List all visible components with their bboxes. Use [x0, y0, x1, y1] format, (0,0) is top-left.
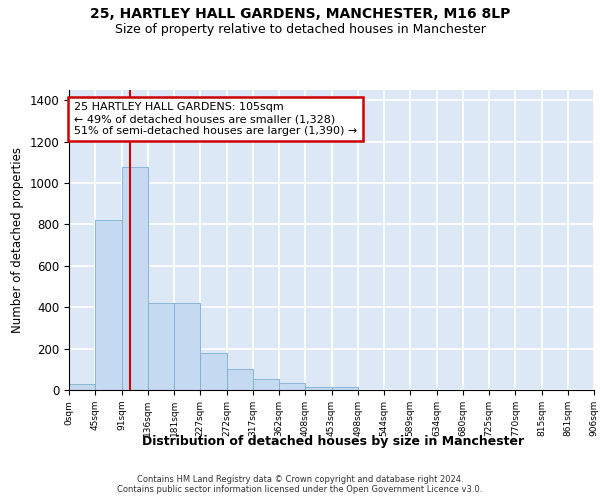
Text: Contains HM Land Registry data © Crown copyright and database right 2024.
Contai: Contains HM Land Registry data © Crown c… [118, 474, 482, 494]
Text: Distribution of detached houses by size in Manchester: Distribution of detached houses by size … [142, 435, 524, 448]
Bar [69, 384, 95, 390]
Bar [174, 303, 200, 390]
Text: 25, HARTLEY HALL GARDENS, MANCHESTER, M16 8LP: 25, HARTLEY HALL GARDENS, MANCHESTER, M1… [90, 8, 510, 22]
Bar [305, 387, 331, 390]
Text: Size of property relative to detached houses in Manchester: Size of property relative to detached ho… [115, 22, 485, 36]
Text: 25 HARTLEY HALL GARDENS: 105sqm
← 49% of detached houses are smaller (1,328)
51%: 25 HARTLEY HALL GARDENS: 105sqm ← 49% of… [74, 102, 357, 136]
Y-axis label: Number of detached properties: Number of detached properties [11, 147, 24, 333]
Bar [95, 220, 121, 390]
Bar [279, 384, 305, 390]
Bar [121, 166, 148, 390]
Bar [253, 378, 279, 390]
Bar [148, 303, 174, 390]
Bar [227, 370, 253, 390]
Bar [200, 353, 227, 390]
Bar [331, 387, 358, 390]
